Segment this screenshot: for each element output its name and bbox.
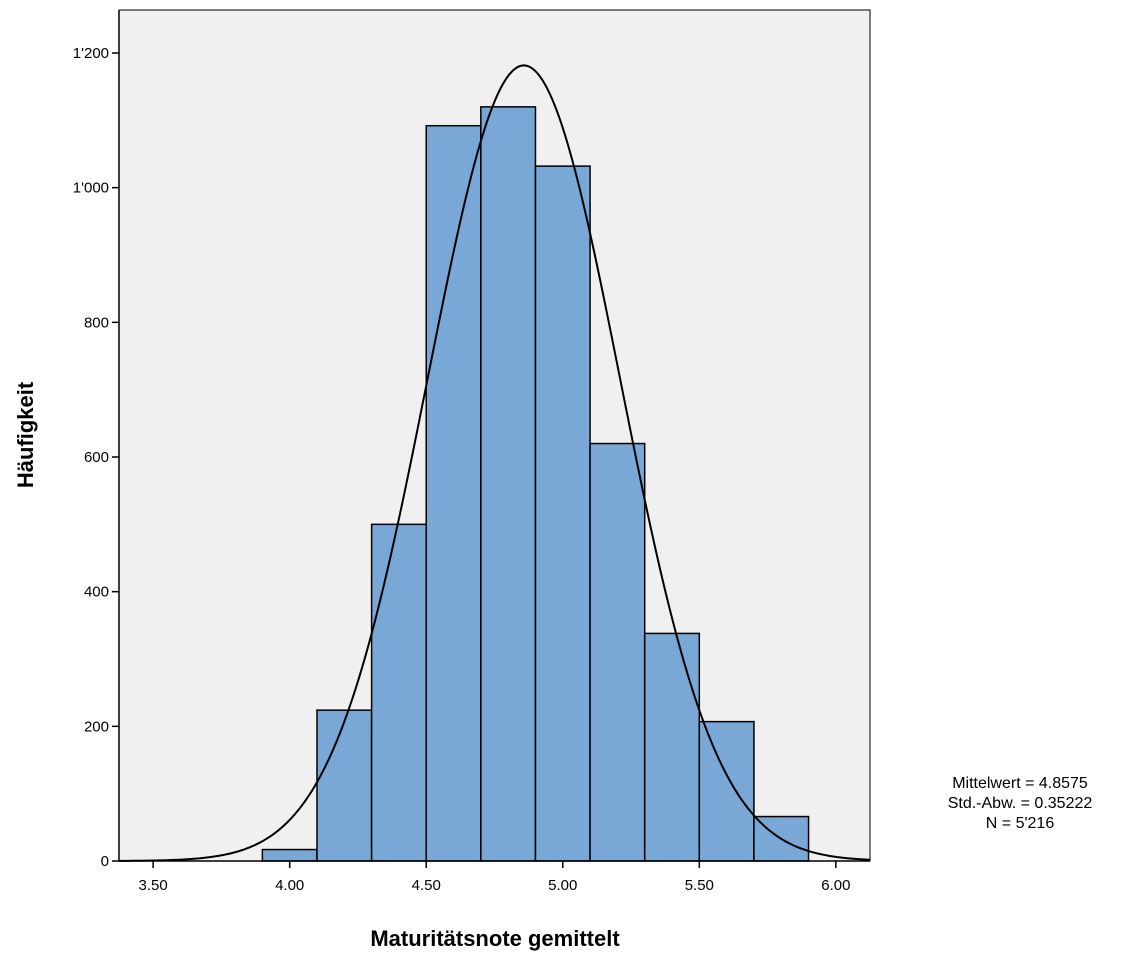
x-tick-label: 5.50 <box>685 877 714 894</box>
histogram-bar <box>643 632 701 862</box>
y-tick-label: 800 <box>84 314 109 331</box>
stat-mean: Mittelwert = 4.8575 <box>952 775 1088 792</box>
histogram-bar <box>370 523 427 862</box>
stat-sd: Std.-Abw. = 0.35222 <box>948 795 1093 812</box>
histogram-bar <box>480 106 537 862</box>
x-tick-label: 4.00 <box>275 877 304 894</box>
y-tick-label: 200 <box>84 718 109 735</box>
histogram-bar <box>534 165 591 862</box>
x-tick-label: 3.50 <box>139 877 168 894</box>
histogram-bar <box>316 709 373 862</box>
y-axis-title: Häufigkeit <box>13 381 38 488</box>
histogram-bars <box>261 106 810 862</box>
y-tick-label: 600 <box>84 449 109 466</box>
histogram-bar <box>589 442 646 862</box>
histogram-bar <box>425 124 482 862</box>
y-tick-label: 0 <box>101 853 109 870</box>
y-tick-label: 1'000 <box>73 180 109 197</box>
histogram-bar <box>261 848 318 862</box>
y-tick-label: 400 <box>84 584 109 601</box>
x-tick-label: 5.00 <box>548 877 577 894</box>
y-tick-label: 1'200 <box>73 45 109 62</box>
x-tick-label: 4.50 <box>412 877 441 894</box>
x-tick-label: 6.00 <box>821 877 850 894</box>
statistics-box: Mittelwert = 4.8575 Std.-Abw. = 0.35222 … <box>948 775 1093 832</box>
x-axis-title: Maturitätsnote gemittelt <box>370 926 620 951</box>
normal-curve <box>118 64 871 862</box>
y-axis-ticks: 0 200 400 600 800 1'000 1'200 <box>73 45 119 870</box>
histogram-bar <box>698 720 755 862</box>
stat-n: N = 5'216 <box>986 815 1055 832</box>
x-axis-ticks: 3.50 4.00 4.50 5.00 5.50 6.00 <box>139 861 850 894</box>
